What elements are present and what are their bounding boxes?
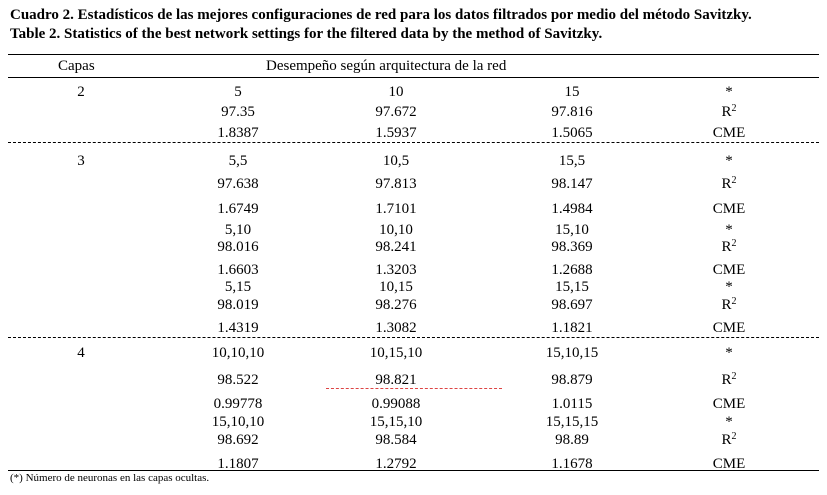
metric-label: * bbox=[725, 222, 733, 238]
table-cell: 98.276 bbox=[375, 297, 417, 313]
table-cell: 1.6749 bbox=[217, 201, 259, 217]
table-cell: 98.879 bbox=[551, 372, 593, 388]
table-cell: 1.4319 bbox=[217, 320, 259, 336]
metric-label: CME bbox=[712, 201, 746, 217]
table-cell: 1.1678 bbox=[551, 456, 593, 472]
table-cell: 98.584 bbox=[375, 432, 417, 448]
header-capas: Capas bbox=[58, 58, 95, 74]
table-cell: 1.5065 bbox=[551, 125, 593, 141]
table-cell: 1.4984 bbox=[551, 201, 593, 217]
table-cell: 98.147 bbox=[551, 176, 593, 192]
table-cell: 15,10,10 bbox=[211, 414, 265, 430]
table-cell: 10,10,10 bbox=[211, 345, 265, 361]
table-cell: 1.3203 bbox=[375, 262, 417, 278]
table-cell: 1.7101 bbox=[375, 201, 417, 217]
header-rule bbox=[8, 77, 819, 78]
top-rule bbox=[8, 54, 819, 55]
table-cell: 0.99088 bbox=[371, 396, 421, 412]
footnote: (*) Número de neuronas en las capas ocul… bbox=[10, 472, 210, 484]
metric-label: * bbox=[725, 84, 733, 100]
table-cell: 1.5937 bbox=[375, 125, 417, 141]
table-cell: 15,10 bbox=[555, 222, 589, 238]
table-cell: 10,15,10 bbox=[369, 345, 423, 361]
caption-spanish: Cuadro 2. Estadísticos de las mejores co… bbox=[10, 7, 752, 23]
metric-label: * bbox=[725, 345, 733, 361]
table-cell: 15,15,15 bbox=[545, 414, 599, 430]
spellcheck-underline bbox=[326, 388, 502, 389]
table-cell: 5,15 bbox=[224, 279, 252, 295]
group-separator bbox=[8, 337, 819, 338]
capas-cell: 3 bbox=[77, 153, 85, 169]
table-cell: 5,10 bbox=[224, 222, 252, 238]
table-cell: 98.692 bbox=[217, 432, 259, 448]
table-cell: 98.241 bbox=[375, 239, 417, 255]
table-cell: 97.638 bbox=[217, 176, 259, 192]
table-cell: 98.821 bbox=[375, 372, 417, 388]
table-cell: 10,15 bbox=[379, 279, 413, 295]
metric-label: CME bbox=[712, 125, 746, 141]
capas-cell: 2 bbox=[77, 84, 85, 100]
table-cell: 98.016 bbox=[217, 239, 259, 255]
table-cell: 10 bbox=[388, 84, 404, 100]
table-caption: Cuadro 2. Estadísticos de las mejores co… bbox=[10, 6, 752, 44]
table-cell: 1.2792 bbox=[375, 456, 417, 472]
table-cell: 1.2688 bbox=[551, 262, 593, 278]
metric-label: R2 bbox=[721, 296, 737, 314]
table-cell: 1.0115 bbox=[551, 396, 593, 412]
table-cell: 15,10,15 bbox=[545, 345, 599, 361]
metric-label: R2 bbox=[721, 371, 737, 389]
table-cell: 98.89 bbox=[555, 432, 589, 448]
table-cell: 97.672 bbox=[375, 104, 417, 120]
table-cell: 1.1821 bbox=[551, 320, 593, 336]
table-cell: 10,10 bbox=[379, 222, 413, 238]
metric-label: R2 bbox=[721, 238, 737, 256]
group-separator bbox=[8, 142, 819, 143]
table-cell: 97.816 bbox=[551, 104, 593, 120]
table-cell: 1.8387 bbox=[217, 125, 259, 141]
metric-label: R2 bbox=[721, 103, 737, 121]
caption-english: Table 2. Statistics of the best network … bbox=[10, 26, 603, 42]
table-cell: 98.369 bbox=[551, 239, 593, 255]
table-cell: 97.813 bbox=[375, 176, 417, 192]
capas-cell: 4 bbox=[77, 345, 85, 361]
table-cell: 10,5 bbox=[382, 153, 410, 169]
table-cell: 15 bbox=[564, 84, 580, 100]
table-cell: 97.35 bbox=[221, 104, 255, 120]
table-cell: 15,15 bbox=[555, 279, 589, 295]
table-cell: 1.6603 bbox=[217, 262, 259, 278]
metric-label: * bbox=[725, 153, 733, 169]
table-cell: 98.522 bbox=[217, 372, 259, 388]
metric-label: CME bbox=[712, 396, 746, 412]
table-cell: 1.1807 bbox=[217, 456, 259, 472]
metric-label: * bbox=[725, 414, 733, 430]
table-cell: 1.3082 bbox=[375, 320, 417, 336]
metric-label: * bbox=[725, 279, 733, 295]
table-cell: 15,15,10 bbox=[369, 414, 423, 430]
table-cell: 15,5 bbox=[558, 153, 586, 169]
table-cell: 5 bbox=[234, 84, 242, 100]
table-cell: 0.99778 bbox=[213, 396, 263, 412]
metric-label: CME bbox=[712, 262, 746, 278]
table-cell: 98.019 bbox=[217, 297, 259, 313]
metric-label: R2 bbox=[721, 175, 737, 193]
metric-label: CME bbox=[712, 456, 746, 472]
header-desempeno: Desempeño según arquitectura de la red bbox=[266, 58, 507, 74]
metric-label: CME bbox=[712, 320, 746, 336]
bottom-rule bbox=[8, 470, 819, 471]
table-cell: 98.697 bbox=[551, 297, 593, 313]
metric-label: R2 bbox=[721, 431, 737, 449]
table-cell: 5,5 bbox=[228, 153, 248, 169]
